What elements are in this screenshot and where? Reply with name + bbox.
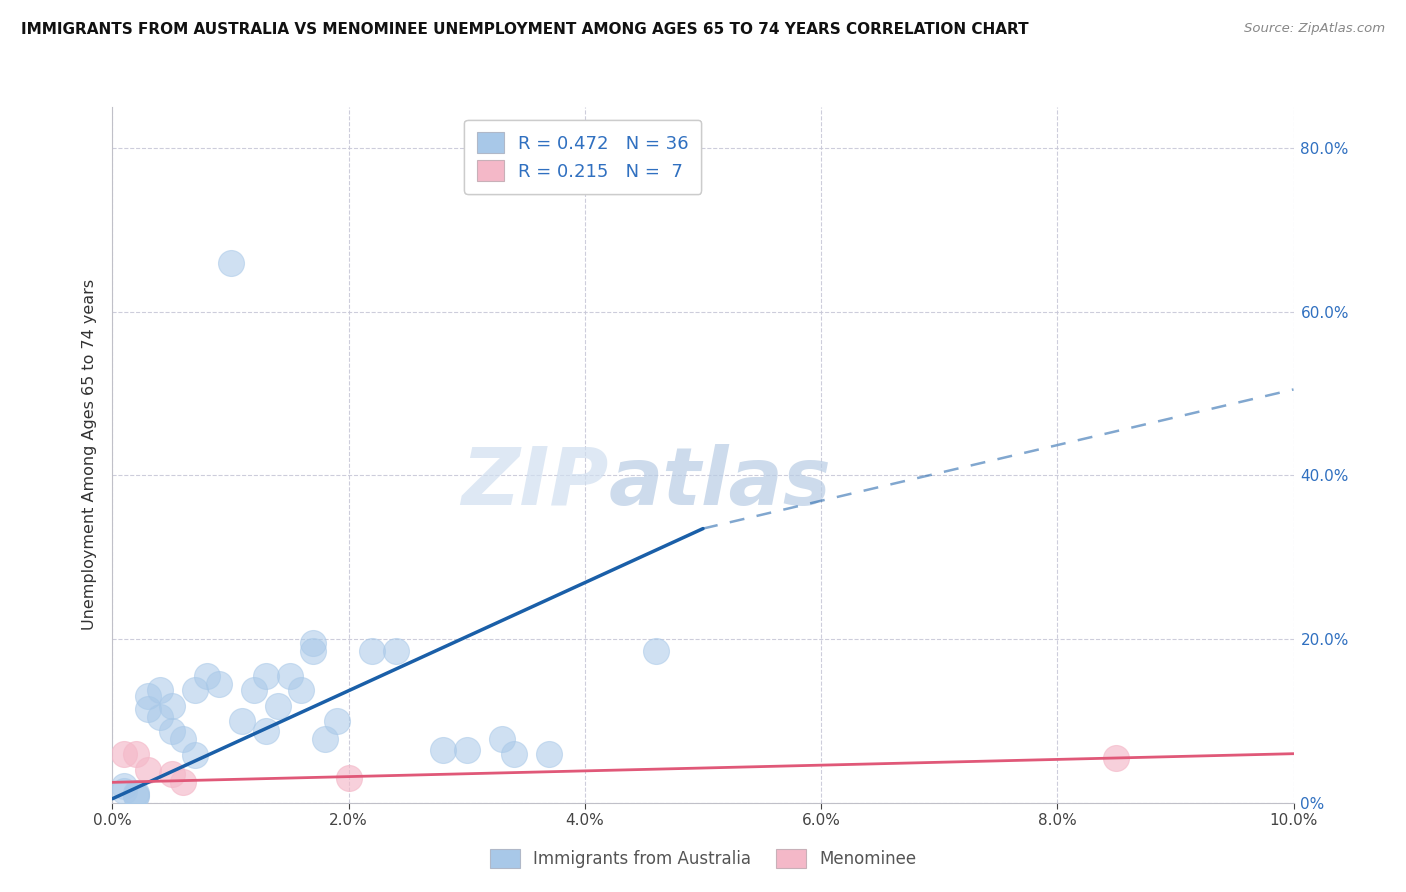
Legend: Immigrants from Australia, Menominee: Immigrants from Australia, Menominee: [482, 842, 924, 875]
Point: [254, 723, 277, 738]
Point: [326, 714, 349, 728]
Text: ZIP: ZIP: [461, 443, 609, 522]
Text: Source: ZipAtlas.com: Source: ZipAtlas.com: [1244, 22, 1385, 36]
Point: [112, 747, 135, 761]
Point: [456, 742, 478, 756]
Point: [149, 682, 172, 697]
Point: [432, 742, 454, 756]
Point: [231, 714, 253, 728]
Point: [1105, 751, 1128, 765]
Point: [184, 748, 207, 763]
Point: [184, 682, 207, 697]
Point: [125, 788, 148, 802]
Point: [112, 783, 135, 797]
Point: [302, 644, 325, 658]
Point: [337, 771, 360, 785]
Point: [290, 682, 312, 697]
Point: [208, 677, 231, 691]
Point: [149, 710, 172, 724]
Text: IMMIGRANTS FROM AUSTRALIA VS MENOMINEE UNEMPLOYMENT AMONG AGES 65 TO 74 YEARS CO: IMMIGRANTS FROM AUSTRALIA VS MENOMINEE U…: [21, 22, 1029, 37]
Point: [136, 701, 159, 715]
Y-axis label: Unemployment Among Ages 65 to 74 years: Unemployment Among Ages 65 to 74 years: [82, 279, 97, 631]
Point: [243, 682, 266, 697]
Point: [385, 644, 408, 658]
Point: [160, 699, 183, 714]
Point: [219, 255, 242, 269]
Point: [195, 669, 218, 683]
Point: [125, 747, 148, 761]
Point: [361, 644, 384, 658]
Point: [278, 669, 301, 683]
Point: [136, 763, 159, 777]
Point: [160, 723, 183, 738]
Point: [302, 636, 325, 650]
Point: [491, 731, 513, 746]
Point: [538, 747, 561, 761]
Point: [267, 699, 290, 714]
Point: [112, 780, 135, 794]
Text: atlas: atlas: [609, 443, 831, 522]
Point: [314, 731, 336, 746]
Point: [503, 747, 526, 761]
Point: [136, 690, 159, 704]
Legend: R = 0.472   N = 36, R = 0.215   N =  7: R = 0.472 N = 36, R = 0.215 N = 7: [464, 120, 702, 194]
Point: [172, 775, 194, 789]
Point: [125, 786, 148, 800]
Point: [172, 731, 194, 746]
Point: [254, 669, 277, 683]
Point: [160, 767, 183, 781]
Point: [644, 644, 666, 658]
Point: [125, 789, 148, 804]
